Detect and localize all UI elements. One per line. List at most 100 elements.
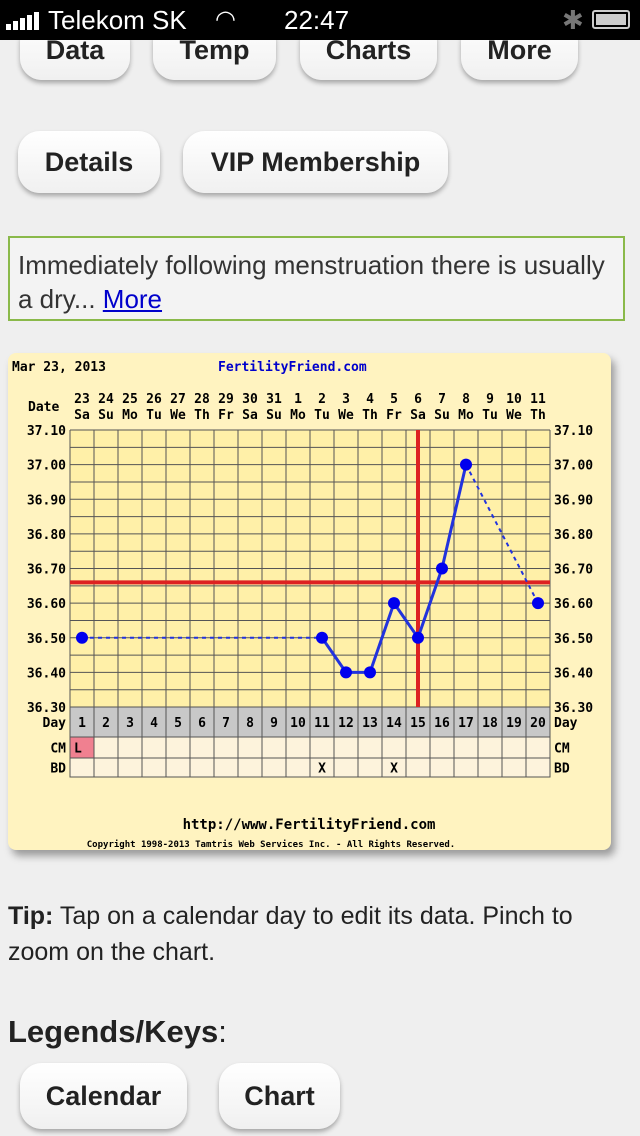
weekday-label: Th	[362, 408, 378, 423]
weekday-label: Sa	[410, 408, 426, 423]
cm-cell	[189, 736, 215, 759]
y-tick-left: 37.10	[27, 424, 66, 439]
bd-cell	[69, 757, 95, 778]
vip-membership-button[interactable]: VIP Membership	[183, 131, 448, 193]
weekday-label: Mo	[290, 408, 306, 423]
temp-point	[340, 666, 352, 679]
cm-row-label-left: CM	[50, 742, 66, 757]
status-bar: Telekom SK ◠ 22:47 ✱	[0, 0, 640, 40]
notice-more-link[interactable]: More	[102, 284, 163, 314]
cm-cell	[261, 736, 287, 759]
weekday-label: Th	[530, 408, 546, 423]
bd-cell	[357, 757, 383, 778]
y-tick-left: 36.50	[27, 632, 66, 647]
day-cell-text: 10	[290, 716, 306, 731]
weekday-label: Su	[434, 408, 450, 423]
weekday-label: Th	[194, 408, 210, 423]
day-cell-text: 16	[434, 716, 450, 731]
y-tick-left: 37.00	[27, 459, 66, 474]
date-label: 24	[98, 392, 114, 407]
notice-box: Immediately following menstruation there…	[8, 236, 625, 321]
bd-cell	[525, 757, 551, 778]
details-button[interactable]: Details	[18, 131, 160, 193]
temp-line-segment	[440, 464, 468, 569]
temp-point	[316, 631, 328, 644]
chart-copyright: Copyright 1998-2013 Tamtris Web Services…	[87, 839, 455, 850]
temp-point	[460, 458, 472, 471]
tip-paragraph: Tip: Tap on a calendar day to edit its d…	[8, 898, 633, 970]
bd-row-label-left: BD	[50, 762, 66, 777]
weekday-label: Sa	[74, 408, 90, 423]
cm-cell	[93, 736, 119, 759]
temp-line-segment	[392, 602, 420, 639]
y-tick-left: 36.90	[27, 493, 66, 508]
chart-svg[interactable]: Mar 23, 2013 FertilityFriend.comDate23Sa2…	[8, 353, 611, 850]
cm-row-label-right: CM	[554, 742, 570, 757]
cm-cell	[165, 736, 191, 759]
bd-cell-text: X	[318, 762, 326, 777]
cm-cell	[333, 736, 359, 759]
weekday-label: Sa	[242, 408, 258, 423]
legends-heading: Legends/Keys:	[8, 1014, 227, 1050]
day-cell	[237, 706, 263, 738]
weekday-label: Tu	[482, 408, 498, 423]
weekday-label: Su	[98, 408, 114, 423]
day-cell-text: 6	[198, 716, 206, 731]
bd-row-label-right: BD	[554, 762, 570, 777]
date-label: 2	[318, 392, 326, 407]
y-tick-right: 36.30	[554, 701, 593, 716]
date-label: 25	[122, 392, 138, 407]
y-tick-left: 36.30	[27, 701, 66, 716]
day-cell-text: 15	[410, 716, 426, 731]
y-tick-left: 36.60	[27, 597, 66, 612]
chart-legend-button[interactable]: Chart	[219, 1063, 340, 1129]
legends-colon: :	[218, 1014, 227, 1049]
day-cell-text: 18	[482, 716, 498, 731]
bd-cell	[501, 757, 527, 778]
date-label: 23	[74, 392, 90, 407]
calendar-legend-button[interactable]: Calendar	[20, 1063, 187, 1129]
day-cell-text: 7	[222, 716, 230, 731]
fertility-chart[interactable]: Mar 23, 2013 FertilityFriend.com Date 23 Sa 2…	[8, 353, 611, 850]
date-label: 28	[194, 392, 210, 407]
temp-line-segment	[465, 464, 539, 604]
temp-line-segment	[368, 602, 396, 673]
y-tick-right: 36.90	[554, 493, 593, 508]
cm-cell	[525, 736, 551, 759]
bd-cell	[237, 757, 263, 778]
day-cell-text: 11	[314, 716, 330, 731]
temp-line-segment	[416, 568, 444, 639]
cm-cell	[213, 736, 239, 759]
cm-cell	[237, 736, 263, 759]
day-cell	[117, 706, 143, 738]
date-label: 10	[506, 392, 522, 407]
y-tick-left: 36.70	[27, 563, 66, 578]
date-row-label: Date	[28, 400, 59, 415]
cm-cell-text: L	[74, 742, 82, 757]
day-cell-text: 8	[246, 716, 254, 731]
date-label: 30	[242, 392, 258, 407]
cm-cell	[405, 736, 431, 759]
y-tick-right: 37.10	[554, 424, 593, 439]
weekday-label: We	[338, 408, 354, 423]
date-label: 11	[530, 392, 546, 407]
cm-cell	[501, 736, 527, 759]
temp-point	[364, 666, 376, 679]
date-label: 8	[462, 392, 470, 407]
day-cell-text: 17	[458, 716, 474, 731]
bd-cell	[285, 757, 311, 778]
temp-point	[412, 631, 424, 644]
weekday-label: Fr	[218, 408, 234, 423]
cm-cell	[477, 736, 503, 759]
weekday-label: We	[170, 408, 186, 423]
bd-cell-text: X	[390, 762, 398, 777]
legends-title: Legends/Keys	[8, 1014, 219, 1049]
day-cell-text: 3	[126, 716, 134, 731]
y-tick-right: 36.40	[554, 666, 593, 681]
date-label: 26	[146, 392, 162, 407]
weekday-label: Fr	[386, 408, 402, 423]
date-label: 9	[486, 392, 494, 407]
temp-point	[388, 597, 400, 610]
cm-cell	[381, 736, 407, 759]
y-tick-left: 36.40	[27, 666, 66, 681]
